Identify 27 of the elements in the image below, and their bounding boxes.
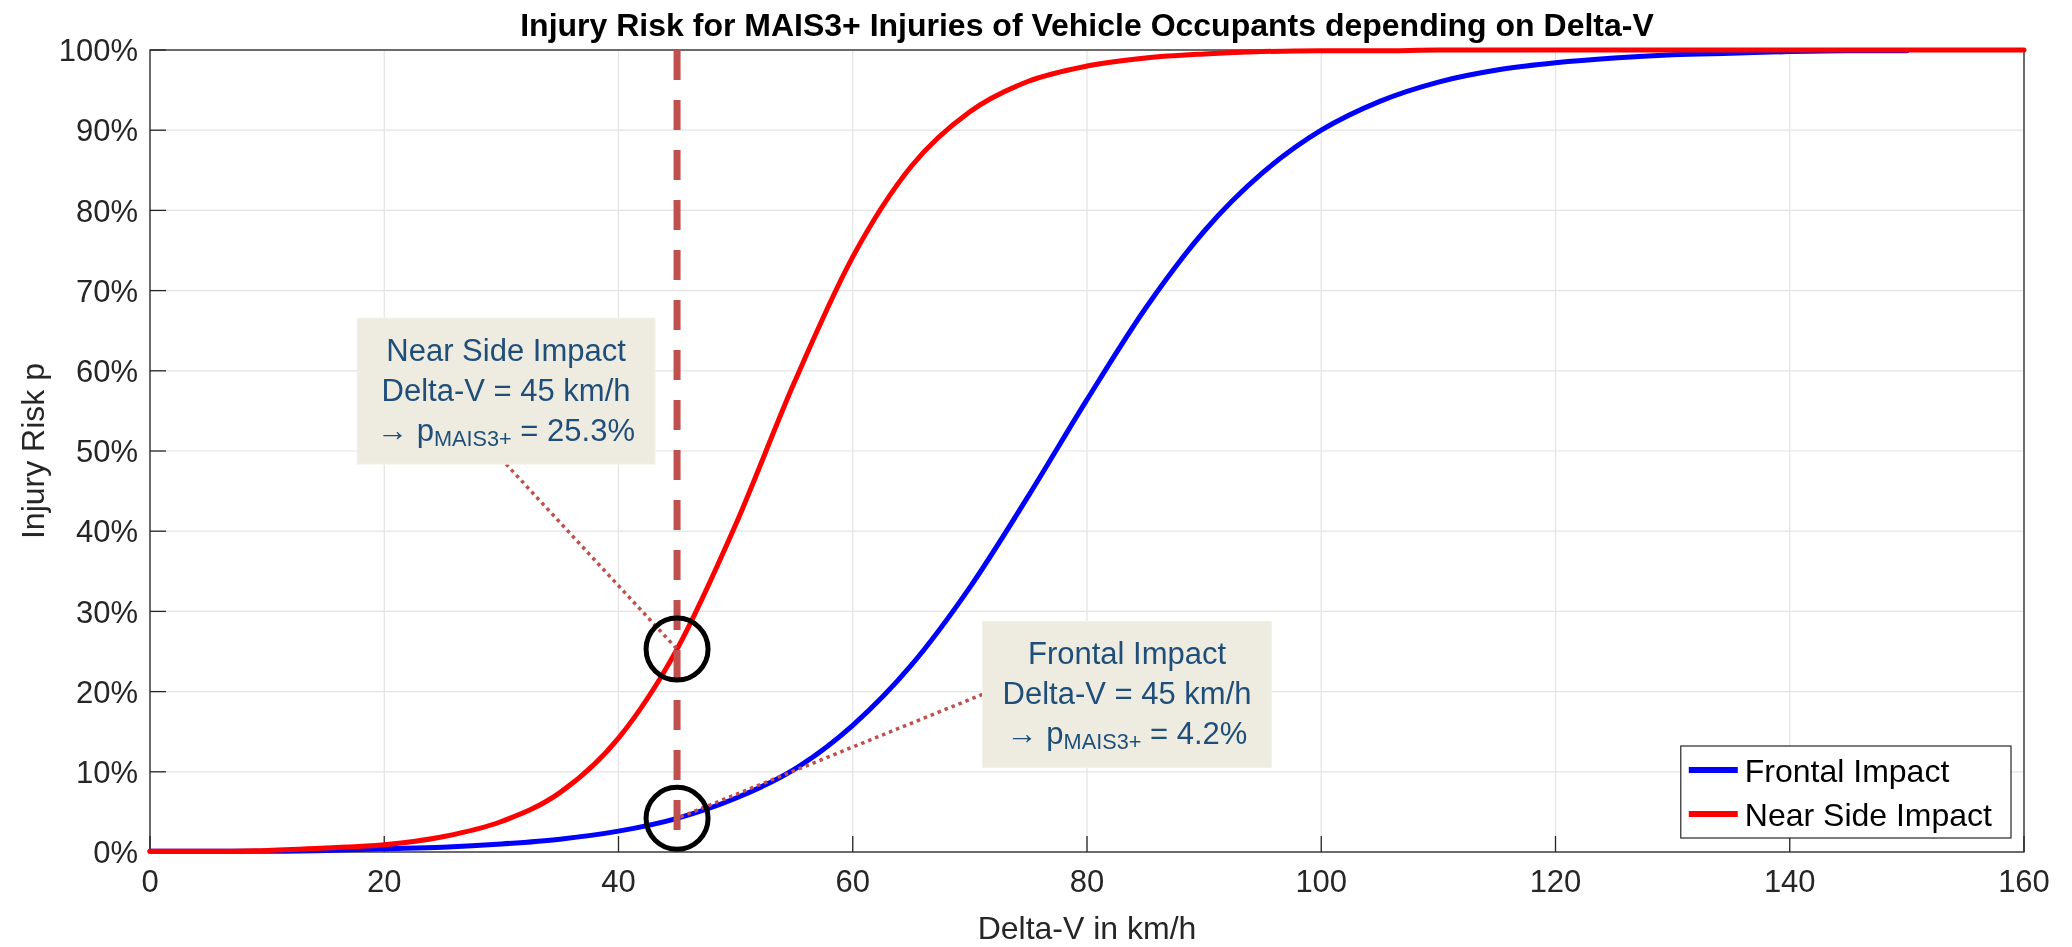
- annotation: Near Side Impact Delta-V = 45 km/h → p$_{MAIS3+}$ = 25.3%: [377, 332, 635, 451]
- legend-label: Frontal Impact: [1744, 752, 1950, 789]
- x-tick-label: 120: [1529, 864, 1582, 899]
- y-tick-label: 80%: [75, 193, 138, 229]
- y-tick-label: 40%: [75, 514, 138, 550]
- x-tick-label: 60: [835, 864, 870, 899]
- y-tick-label: 70%: [75, 273, 138, 309]
- annotation: Frontal Impact Delta-V = 45 km/h → p$_{MAIS3+}$ = 4.2%: [1002, 635, 1252, 754]
- x-tick-label: 140: [1763, 864, 1816, 899]
- y-tick-label: 90%: [75, 113, 138, 149]
- x-axis-title: Delta-V in km/h: [977, 910, 1197, 946]
- y-tick-label: 60%: [75, 353, 138, 389]
- y-tick-label: 20%: [75, 674, 138, 710]
- y-tick-label: 50%: [75, 434, 138, 470]
- x-tick-label: 0: [141, 864, 159, 899]
- y-tick-label: 0%: [93, 835, 138, 871]
- chart-title: Injury Risk for MAIS3+ Injuries of Vehicle Occupants depending on Delta-V: [520, 7, 1655, 43]
- x-tick-label: 80: [1069, 864, 1105, 899]
- y-tick-label: 10%: [75, 754, 138, 790]
- x-tick-label: 160: [1998, 864, 2050, 899]
- y-axis-title: Injury Risk p: [15, 362, 51, 540]
- x-tick-label: 20: [367, 864, 402, 899]
- y-tick-label: 30%: [75, 594, 138, 630]
- x-tick-label: 100: [1295, 864, 1348, 899]
- x-tick-label: 40: [601, 864, 636, 899]
- y-tick-label: 100%: [58, 33, 138, 69]
- legend-label: Near Side Impact: [1744, 796, 1993, 833]
